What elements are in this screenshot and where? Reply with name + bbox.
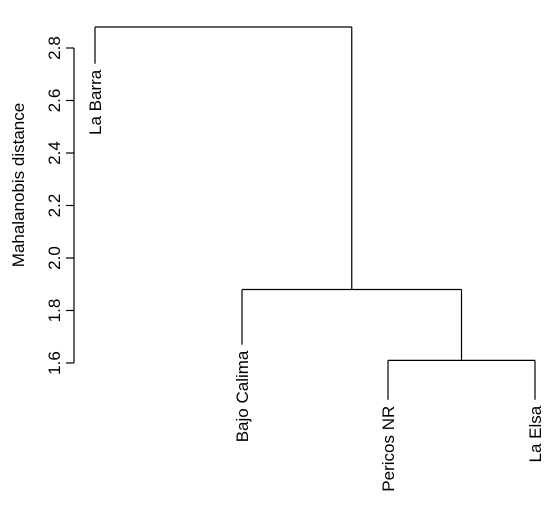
y-tick-label: 1.6 <box>45 351 64 375</box>
y-axis: 1.6 1.8 2.0 2.2 2.4 2.6 2.8 <box>45 36 75 375</box>
leaf-label: La Elsa <box>526 405 545 462</box>
leaf-label: La Barra <box>86 69 105 135</box>
leaf-label: Pericos NR <box>379 406 398 492</box>
y-tick-label: 2.2 <box>45 194 64 218</box>
y-tick-label: 1.8 <box>45 299 64 323</box>
leaf-labels: La Barra Bajo Calima Pericos NR La Elsa <box>86 69 545 492</box>
dendrogram-branches <box>94 26 536 400</box>
y-tick-label: 2.0 <box>45 246 64 270</box>
y-axis-title: Mahalanobis distance <box>9 103 28 267</box>
y-tick-label: 2.4 <box>45 141 64 165</box>
y-tick-label: 2.8 <box>45 36 64 60</box>
y-tick-label: 2.6 <box>45 89 64 113</box>
leaf-label: Bajo Calima <box>233 350 252 442</box>
